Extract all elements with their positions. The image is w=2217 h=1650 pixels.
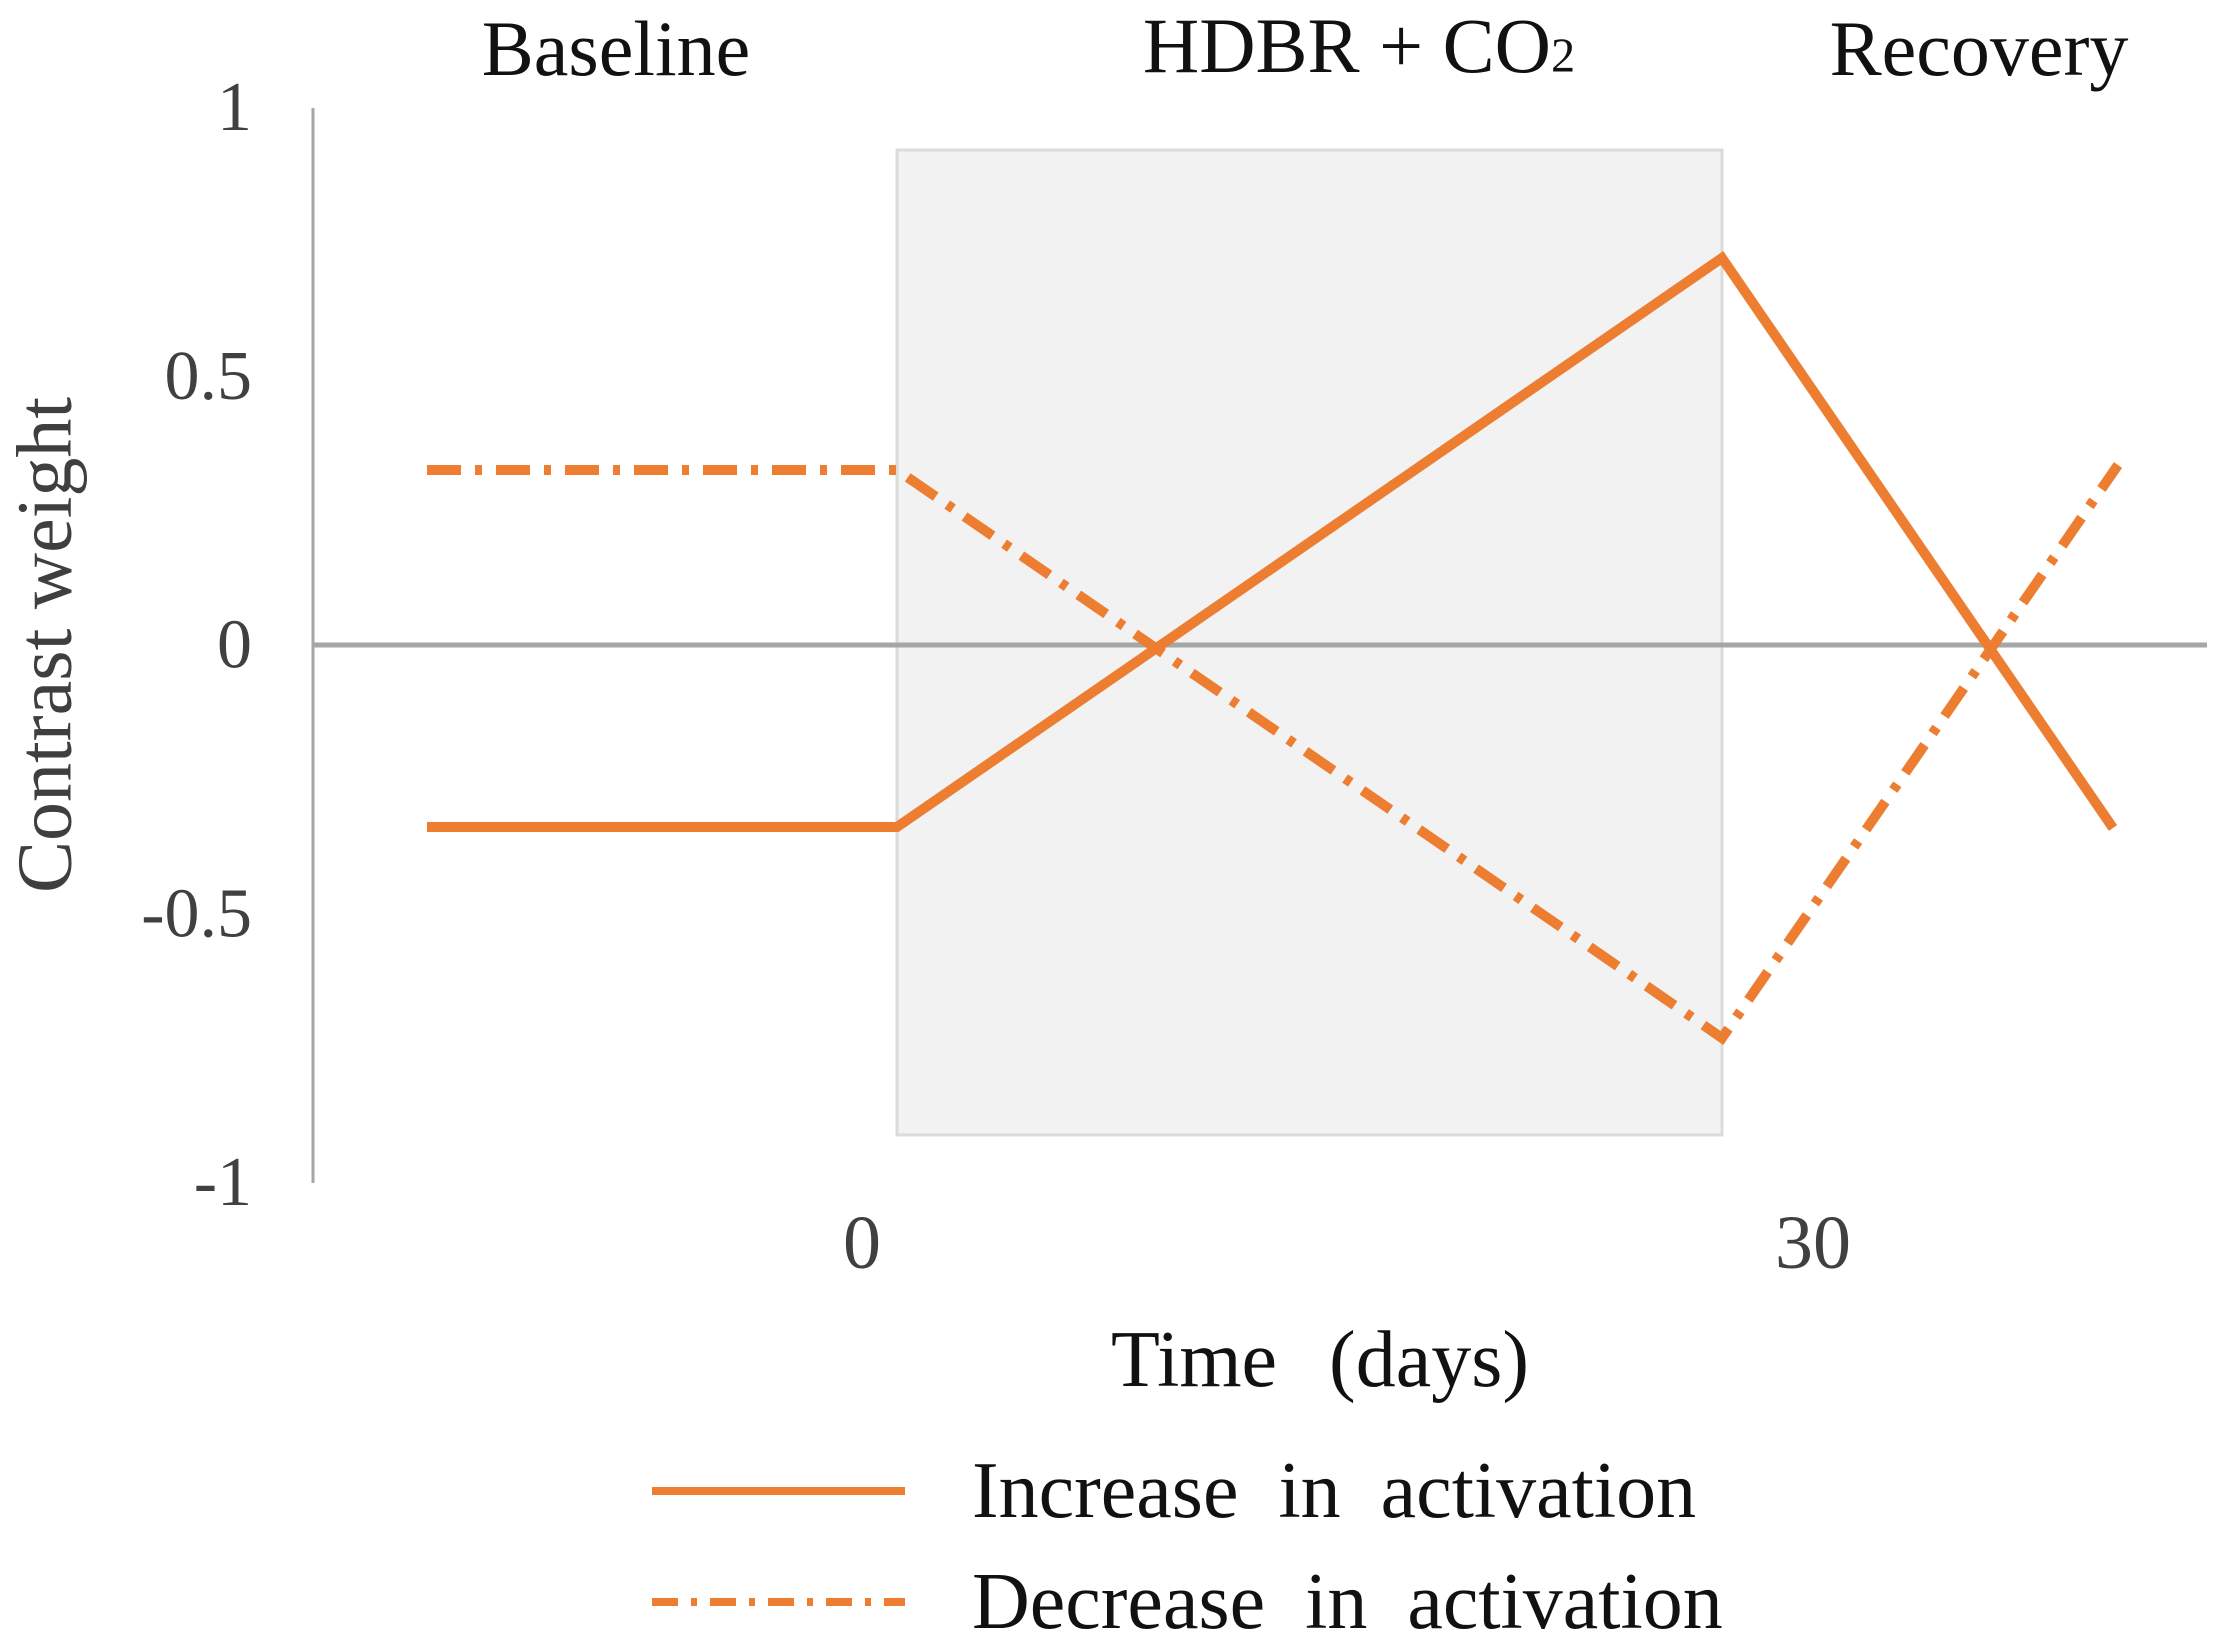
y-tick-label: 1 <box>217 69 252 146</box>
y-tick-label: 0 <box>217 607 252 684</box>
chart-shapes-layer <box>311 108 2207 1183</box>
phase-label-recovery: Recovery <box>1830 5 2129 92</box>
x-tick-label: 0 <box>843 1201 881 1285</box>
series-decrease-line <box>427 462 2123 1045</box>
chart-series-layer <box>427 251 2123 1045</box>
chart-text-layer: Baseline HDBR + CO2 Recovery 1 0.5 0 -0.5 -1 0 30… <box>1 2 2129 1647</box>
y-tick-label: 0.5 <box>165 338 253 415</box>
y-tick-label: -1 <box>194 1144 252 1221</box>
y-tick-label: -0.5 <box>141 875 252 952</box>
legend-label: Increase in activation <box>972 1447 1696 1535</box>
series-increase-line <box>427 251 2118 832</box>
legend-label: Decrease in activation <box>972 1558 1723 1646</box>
y-axis-title: Contrast weight <box>1 397 88 893</box>
phase-label-baseline: Baseline <box>482 5 751 92</box>
phase-label-hdbr-co: HDBR + CO2 <box>1143 2 1575 89</box>
x-axis-title: Time (days) <box>1111 1316 1529 1404</box>
x-tick-label: 30 <box>1775 1201 1851 1285</box>
